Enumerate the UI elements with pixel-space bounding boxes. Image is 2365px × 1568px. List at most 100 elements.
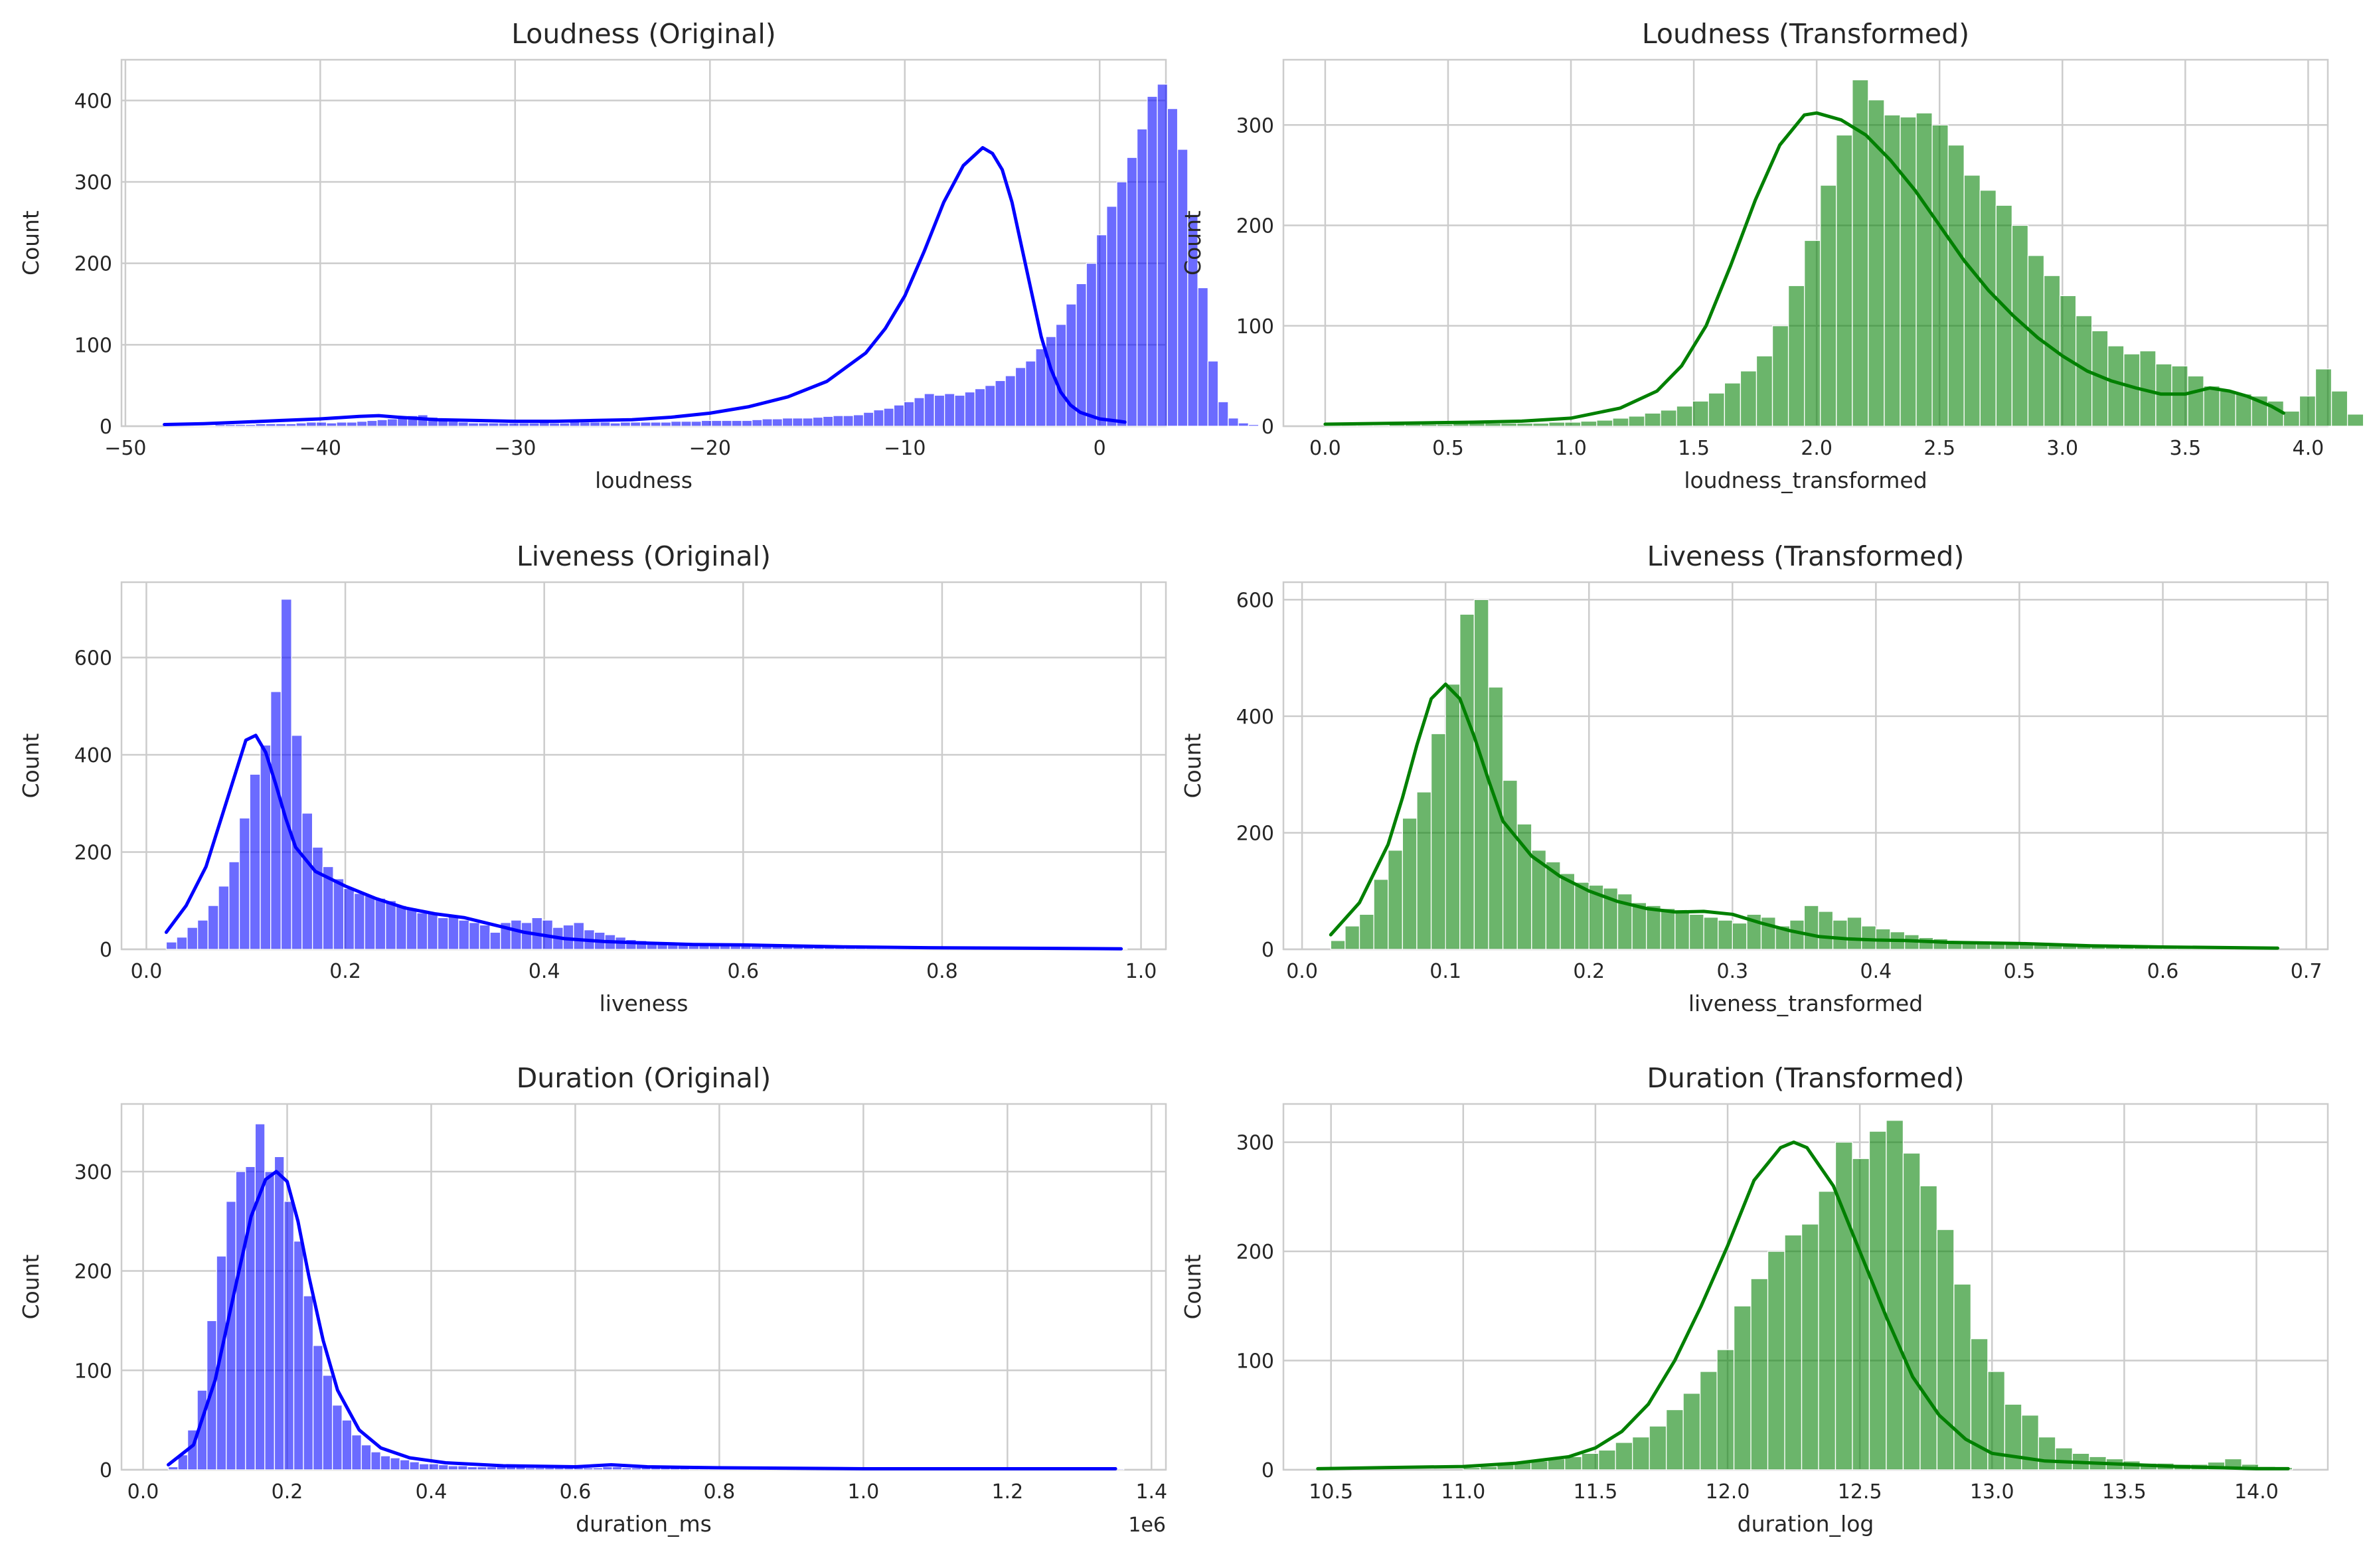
histogram-bar (1479, 1466, 1498, 1470)
histogram-bar (187, 927, 199, 950)
panel-duration-transformed: 10.5 11.0 11.5 12.0 12.5 13.0 13.5 14.0 0 100 200 3… (1180, 1062, 2329, 1537)
histogram-bar (1612, 418, 1629, 427)
y-axis-label: Count (1180, 733, 1206, 798)
histogram-bar (1025, 360, 1036, 427)
y-tick-label: 0 (1262, 939, 1274, 962)
histogram-bar (1430, 733, 1446, 950)
histogram-bar (691, 420, 702, 427)
y-tick-label: 0 (100, 939, 112, 962)
histogram-bar (1581, 1452, 1599, 1470)
histogram-bar (1787, 285, 1805, 427)
histogram-bar (486, 1466, 497, 1470)
histogram-bar (385, 900, 397, 950)
histogram-bar (390, 1457, 401, 1470)
x-tick-label: 0.6 (2147, 960, 2179, 983)
histogram-bar (386, 418, 398, 427)
histogram-bar (238, 817, 250, 950)
histogram-bar (346, 422, 358, 427)
histogram-bar (1868, 1131, 1887, 1470)
x-tick-label: 0.4 (416, 1480, 448, 1504)
histogram-bar (1803, 240, 1821, 427)
histogram-bar (2330, 390, 2348, 427)
histogram-bar (489, 931, 501, 950)
histogram-bar (1818, 911, 1834, 950)
histogram-bar (1598, 1449, 1616, 1470)
histogram-bar (1574, 882, 1590, 950)
histogram-bar (1076, 283, 1087, 427)
histogram-bar (812, 416, 824, 427)
histogram-bar (1676, 406, 1693, 427)
x-tick-label: −20 (689, 437, 731, 460)
x-tick-label: 12.5 (1838, 1480, 1882, 1504)
panel-liveness-original: 0.0 0.2 0.4 0.6 0.8 1.0 0 200 400 600 Liveness (Or… (18, 540, 1167, 1016)
histogram-bar (301, 813, 313, 950)
histogram-bar (1532, 422, 1550, 427)
histogram-bar (883, 408, 894, 427)
y-tick-label: 300 (1236, 1132, 1274, 1155)
x-tick-label: 3.0 (2046, 437, 2078, 460)
histogram-bar (1832, 919, 1848, 950)
histogram-bar (427, 912, 439, 950)
histogram-bar (602, 1466, 613, 1470)
x-tick-label: −30 (494, 437, 536, 460)
y-tick-label: 400 (1236, 706, 1274, 729)
histogram-bar (2038, 1437, 2056, 1470)
histogram-bar (488, 422, 499, 427)
kde-curve (167, 1170, 1117, 1470)
histogram-bar (1979, 189, 1997, 427)
histogram-bar (843, 415, 854, 427)
histogram-bar (167, 1466, 179, 1470)
y-tick-label: 0 (100, 1459, 112, 1482)
x-tick-label: 0.2 (329, 960, 361, 983)
histogram-bar (1660, 907, 1676, 950)
histogram-bar (1916, 112, 1933, 427)
panel-loudness-original: −50 −40 −30 −20 −10 0 0 100 200 300 400 Loudness (O… (18, 18, 1260, 493)
histogram-bar (244, 424, 256, 427)
x-tick-label: 0.5 (1432, 437, 1464, 460)
x-tick-label: 1.5 (1678, 437, 1710, 460)
histogram-bar (477, 1466, 487, 1470)
histogram-bar (2299, 395, 2317, 427)
y-tick-label: 300 (74, 171, 112, 195)
x-tick-label: 0.2 (272, 1480, 303, 1504)
histogram-bar (2203, 385, 2220, 427)
histogram-bar (467, 422, 479, 427)
histogram-bar (741, 420, 753, 427)
histogram-bar (395, 905, 407, 950)
x-axis-label: liveness (600, 990, 689, 1016)
histogram-bar (370, 1451, 381, 1470)
y-axis-label: Count (1180, 1254, 1206, 1319)
y-axis-label: Count (18, 210, 44, 275)
histogram-bar (1207, 360, 1219, 427)
x-tick-label: 12.0 (1706, 1480, 1750, 1504)
histogram-bar (1716, 1349, 1735, 1470)
kde-curve (1323, 111, 2285, 426)
histogram-bar (479, 924, 491, 950)
histogram-bar (600, 422, 611, 427)
histogram-bar (275, 423, 287, 427)
histogram-bar (1820, 185, 1837, 427)
histogram-bar (802, 418, 813, 427)
histogram-bar (1703, 917, 1719, 950)
histogram-bar (1596, 420, 1613, 427)
histogram-bar (974, 388, 986, 427)
y-axis-label: Count (18, 1254, 44, 1319)
histogram-bar (1372, 424, 1390, 427)
x-tick-label: 0.6 (727, 960, 759, 983)
histogram-bar (176, 937, 188, 950)
histogram-bar (631, 1467, 642, 1470)
x-tick-label: 0.4 (1860, 960, 1892, 983)
histogram-bar (1136, 128, 1148, 427)
histogram-bar (1628, 416, 1645, 427)
histogram-bar (260, 744, 272, 950)
histogram-bar (1646, 905, 1661, 950)
panel-loudness-transformed: 0.0 0.5 1.0 1.5 2.0 2.5 3.0 3.5 4.0 0 100 200 300 Lou… (1180, 18, 2364, 493)
histogram-bar (1931, 124, 1949, 427)
histogram-bar (254, 1123, 266, 1470)
histogram-bar (303, 1295, 314, 1470)
x-tick-label: 0.0 (1309, 437, 1341, 460)
histogram-bar (700, 420, 712, 427)
histogram-bar (341, 1419, 353, 1470)
histogram-bar (218, 886, 230, 950)
histogram-bar (409, 1461, 420, 1470)
